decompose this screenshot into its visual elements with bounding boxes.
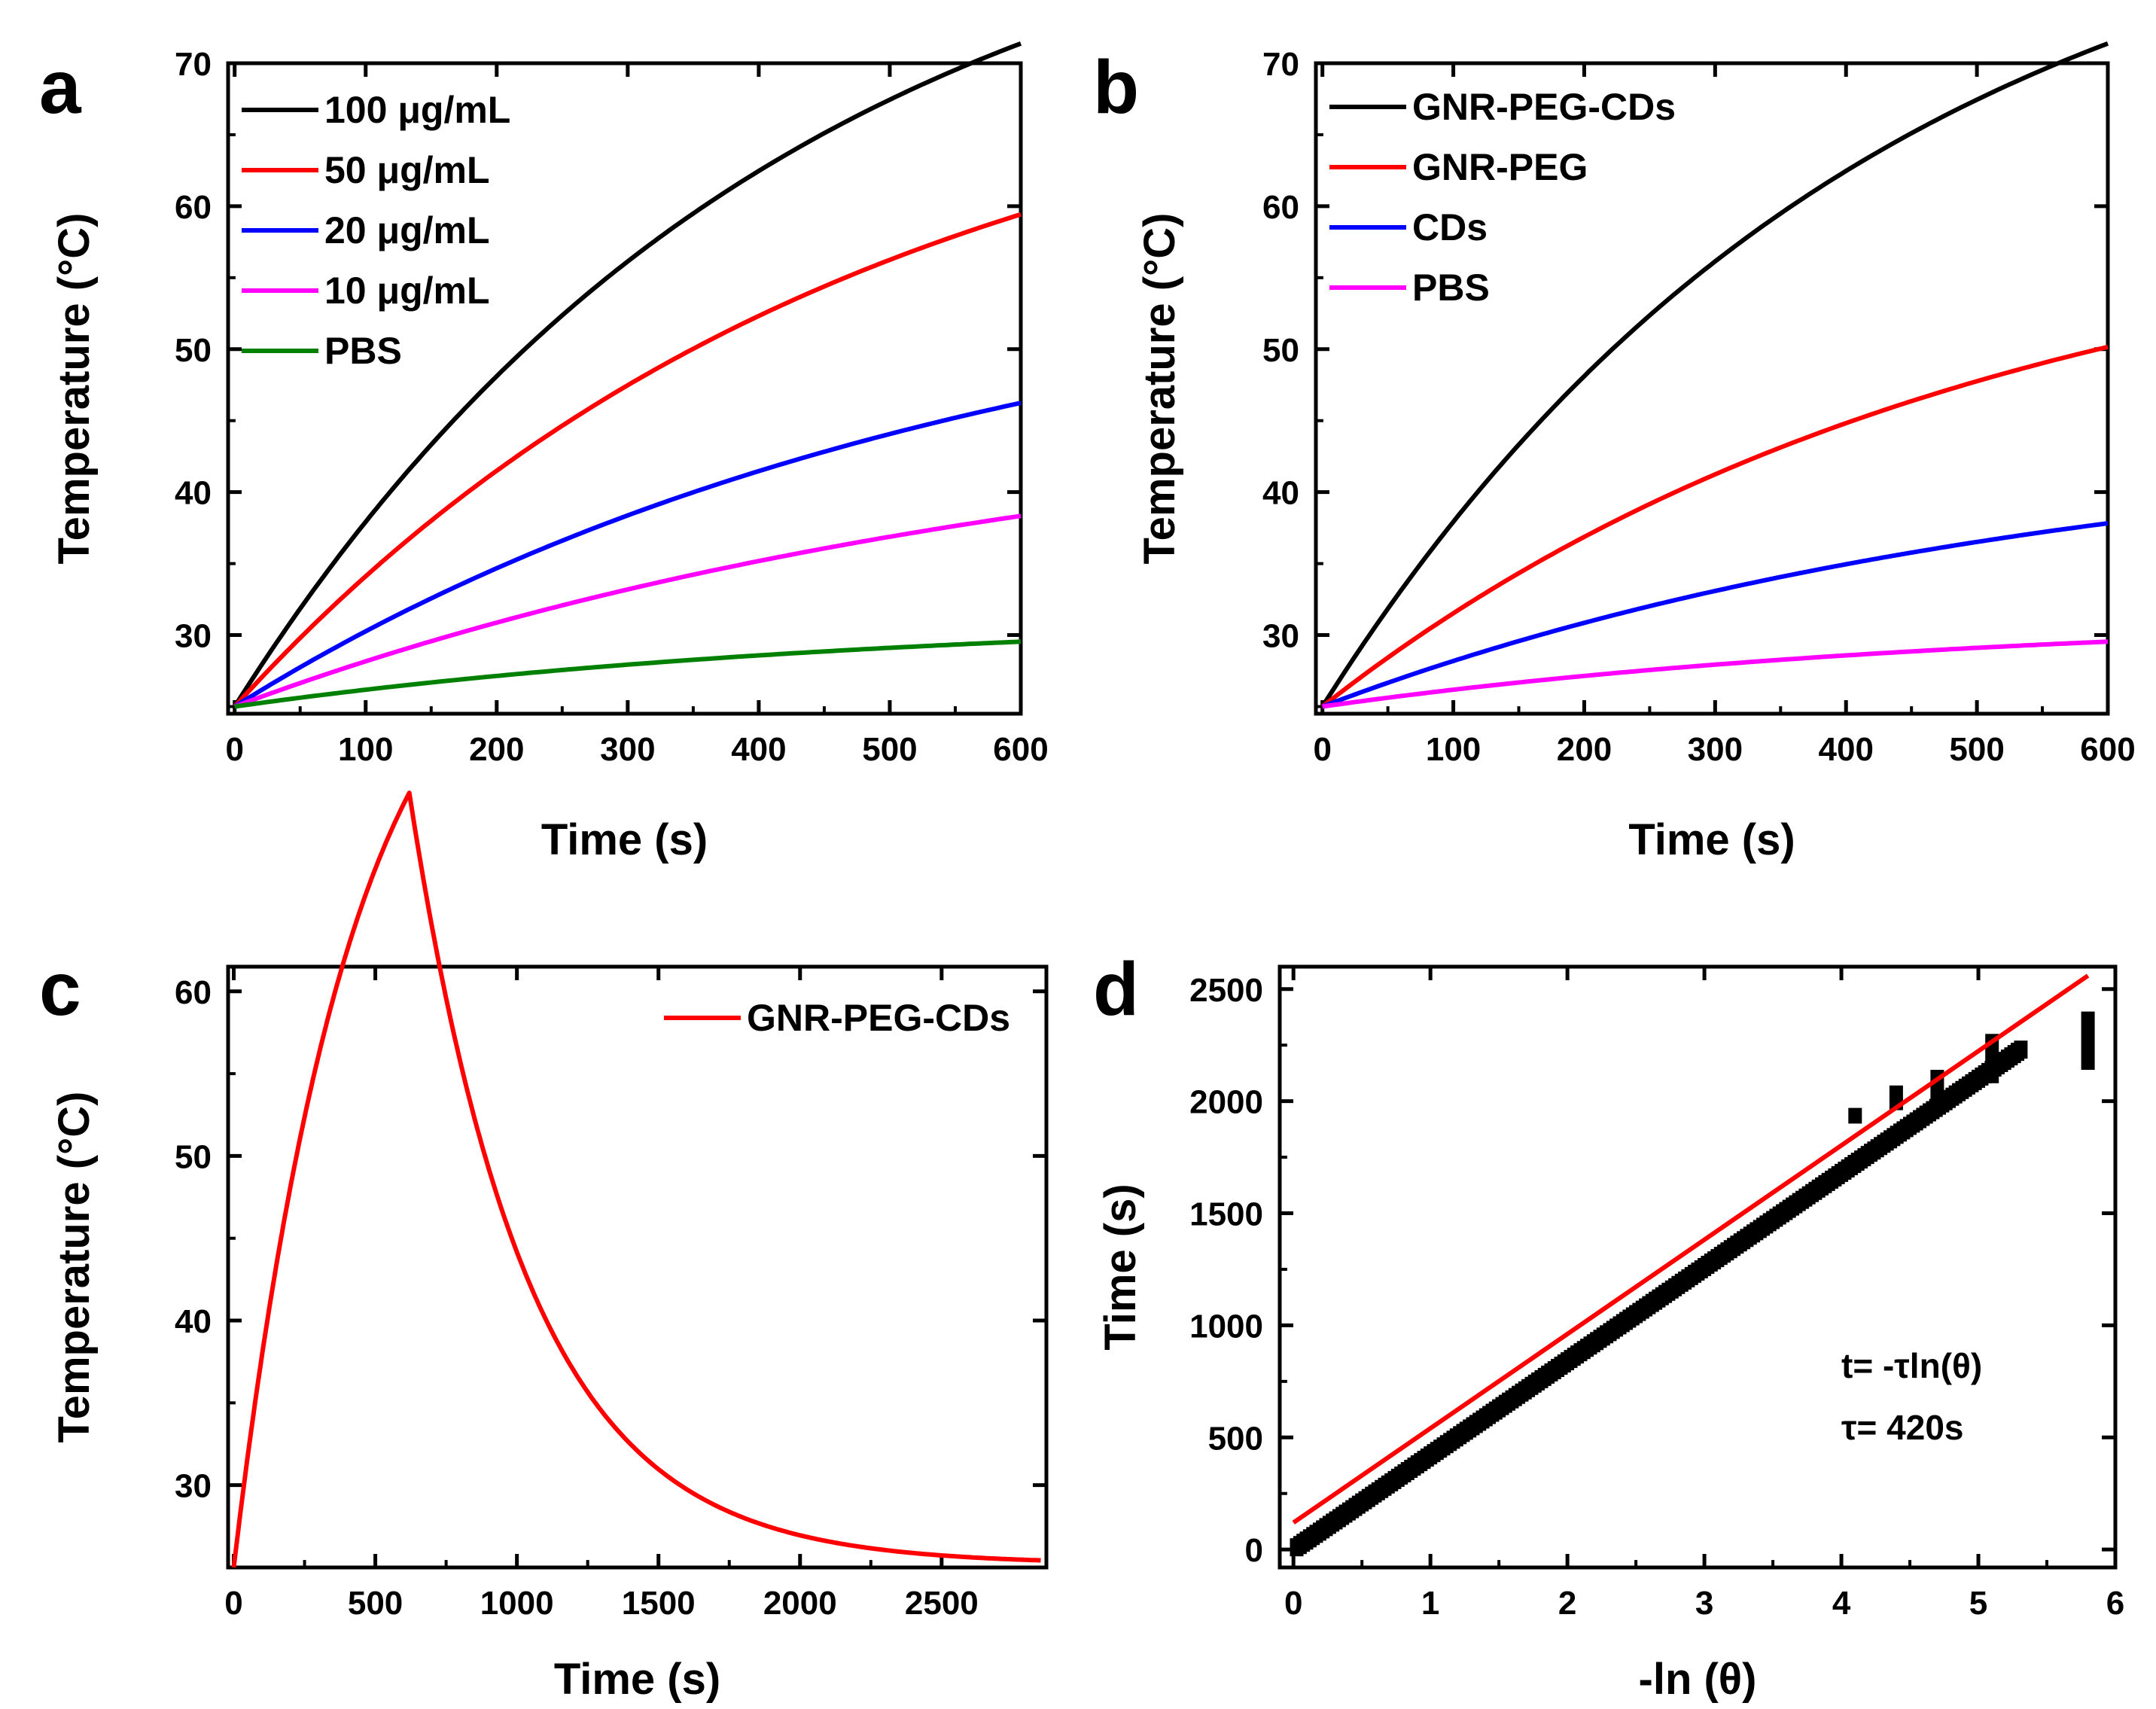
series-line (234, 639, 1022, 709)
x-tick-label: 0 (1284, 1585, 1302, 1622)
y-tick-label: 40 (1262, 475, 1299, 512)
series-line (1320, 41, 2109, 708)
y-tick-label: 30 (1262, 618, 1299, 655)
panel-label: a (39, 45, 82, 129)
x-tick-label: 400 (731, 731, 786, 768)
y-tick-label: 30 (175, 618, 212, 655)
x-tick-label: 300 (600, 731, 655, 768)
series-line (1322, 639, 2109, 709)
panel-d: 0 1 2 3 4 5 6 0 500 1000 1500 2000 2500 -ln (θ) Time (… (1093, 947, 2124, 1704)
x-axis-title: Time (s) (541, 815, 708, 864)
y-axis-title: Time (s) (1096, 1184, 1145, 1350)
legend-label: 10 μg/mL (324, 270, 490, 312)
panel-label: c (39, 947, 81, 1031)
x-tick-label: 2000 (763, 1585, 837, 1622)
x-tick-label: 600 (2080, 731, 2135, 768)
y-tick-label: 2000 (1189, 1084, 1263, 1121)
panel-a: 0 100 200 300 400 500 600 30 40 50 60 70 Time (s) Tem… (39, 41, 1049, 864)
y-axis-title: Temperature (°C) (1135, 213, 1184, 565)
x-tick-label: 300 (1688, 731, 1743, 768)
y-tick-label: 1500 (1189, 1196, 1263, 1233)
series-line (231, 791, 1041, 1568)
x-tick-label: 600 (993, 731, 1048, 768)
x-axis-title: -ln (θ) (1639, 1655, 1757, 1704)
x-axis-title: Time (s) (1628, 815, 1795, 864)
y-tick-label: 0 (1245, 1532, 1263, 1569)
legend-label: 100 μg/mL (324, 89, 510, 131)
series-line (1320, 344, 2109, 708)
legend-label: 20 μg/mL (324, 209, 490, 251)
y-axis-title: Temperature (°C) (50, 213, 99, 565)
y-tick-label: 60 (1262, 189, 1299, 226)
x-tick-label: 0 (1313, 731, 1331, 768)
x-tick-label: 500 (1949, 731, 2004, 768)
legend-label: GNR-PEG-CDs (747, 997, 1010, 1039)
panel-label: b (1093, 45, 1139, 129)
plot-frame (226, 61, 1023, 716)
series-line (233, 513, 1022, 709)
fit-line (1292, 973, 2090, 1525)
y-tick-label: 40 (175, 475, 212, 512)
x-tick-label: 200 (1557, 731, 1612, 768)
y-tick-label: 60 (175, 974, 212, 1011)
equation-annotation: t= -τln(θ) (1841, 1346, 1982, 1385)
legend-label: GNR-PEG (1412, 146, 1588, 188)
x-tick-label: 5 (1969, 1585, 1987, 1622)
series-line (233, 401, 1022, 709)
x-tick-label: 400 (1819, 731, 1874, 768)
y-axis-title: Temperature (°C) (50, 1092, 99, 1443)
plot-frame (1314, 61, 2110, 716)
y-tick-label: 500 (1208, 1420, 1263, 1457)
y-tick-label: 1000 (1189, 1308, 1263, 1345)
x-tick-label: 100 (338, 731, 393, 768)
x-tick-label: 4 (1832, 1585, 1851, 1622)
x-tick-label: 1500 (622, 1585, 696, 1622)
y-tick-label: 70 (1262, 46, 1299, 83)
legend-label: PBS (324, 330, 402, 372)
y-tick-label: 60 (175, 189, 212, 226)
x-tick-label: 200 (469, 731, 524, 768)
x-tick-label: 1 (1421, 1585, 1439, 1622)
x-tick-label: 2 (1558, 1585, 1576, 1622)
panel-c: 0 500 1000 1500 2000 2500 30 40 50 60 Time (s) Temp… (39, 791, 1049, 1704)
y-tick-label: 50 (175, 332, 212, 369)
x-tick-label: 2500 (905, 1585, 979, 1622)
x-tick-label: 0 (225, 731, 243, 768)
series-line (233, 41, 1022, 708)
x-tick-label: 0 (224, 1585, 242, 1622)
series-line (233, 212, 1022, 708)
series-line (1321, 521, 2109, 709)
legend-label: PBS (1412, 267, 1490, 309)
legend-label: CDs (1412, 206, 1488, 248)
data-point (2014, 1040, 2028, 1059)
y-tick-label: 2500 (1189, 972, 1263, 1009)
x-tick-label: 100 (1426, 731, 1481, 768)
x-tick-label: 500 (862, 731, 917, 768)
x-tick-label: 500 (348, 1585, 403, 1622)
x-tick-label: 6 (2106, 1585, 2124, 1622)
x-axis-title: Time (s) (554, 1655, 720, 1704)
y-tick-label: 40 (175, 1303, 212, 1340)
plot-frame (226, 964, 1049, 1570)
x-tick-label: 3 (1695, 1585, 1713, 1622)
plot-frame (1277, 964, 2118, 1570)
data-point (2081, 1011, 2095, 1070)
panel-label: d (1093, 947, 1139, 1031)
x-tick-label: 1000 (480, 1585, 554, 1622)
y-tick-label: 50 (1262, 332, 1299, 369)
panel-b: 0 100 200 300 400 500 600 30 40 50 60 70 Time (s) Tem… (1093, 41, 2136, 864)
legend-label: 50 μg/mL (324, 149, 490, 191)
data-point (1848, 1107, 1862, 1124)
tau-annotation: τ= 420s (1841, 1408, 1964, 1447)
legend-label: GNR-PEG-CDs (1412, 86, 1676, 128)
y-tick-label: 30 (175, 1468, 212, 1505)
y-tick-label: 70 (175, 46, 212, 83)
y-tick-label: 50 (175, 1138, 212, 1175)
